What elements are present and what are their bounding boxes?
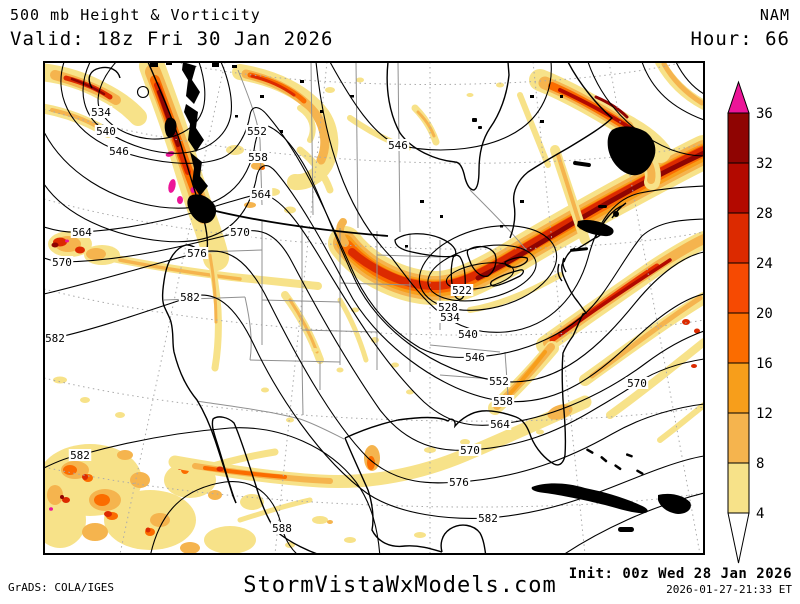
svg-text:570: 570 [52,256,72,269]
map-frame [43,61,705,555]
forecast-hour: Hour: 66 [690,28,790,50]
svg-text:528: 528 [438,301,458,314]
svg-text:540: 540 [96,125,116,138]
svg-text:36: 36 [756,106,773,122]
svg-text:570: 570 [230,226,250,239]
svg-text:12: 12 [756,406,773,422]
model-name: NAM [759,6,790,24]
svg-text:564: 564 [251,188,271,201]
colorbar-arrow-bottom [727,512,750,564]
colorbar-arrow-top [727,80,750,114]
height-contours [44,62,704,554]
svg-text:582: 582 [478,512,498,525]
map-content: 534 540 546 552 558 564 570 576 582 564 570 582 546 5… [44,62,704,554]
svg-text:16: 16 [756,356,773,372]
lakes-islands [150,62,691,532]
svg-text:522: 522 [452,284,472,297]
svg-text:28: 28 [756,206,773,222]
svg-text:570: 570 [627,377,647,390]
svg-text:24: 24 [756,256,773,272]
vorticity-shading [44,62,704,554]
svg-text:558: 558 [248,151,268,164]
svg-text:552: 552 [247,125,267,138]
svg-text:540: 540 [458,328,478,341]
svg-text:534: 534 [440,311,460,324]
svg-text:32: 32 [756,156,773,172]
generated-timestamp: 2026-01-27-21:33 ET [666,583,792,596]
svg-text:552: 552 [489,375,509,388]
init-time: Init: 00z Wed 28 Jan 2026 [568,566,792,582]
contour-labels: 534 540 546 552 558 564 570 576 582 564 570 582 546 5… [44,106,649,535]
vorticity-colorbar: 4 8 12 16 20 24 28 32 36 [727,80,773,564]
svg-text:576: 576 [187,247,207,260]
svg-text:570: 570 [460,444,480,457]
svg-text:8: 8 [756,456,764,472]
svg-text:576: 576 [449,476,469,489]
grads-credit: GrADS: COLA/IGES [8,581,114,594]
valid-time: Valid: 18z Fri 30 Jan 2026 [10,28,334,50]
svg-text:564: 564 [72,226,92,239]
svg-text:588: 588 [272,522,292,535]
svg-text:582: 582 [45,332,65,345]
svg-text:582: 582 [180,291,200,304]
svg-text:582: 582 [70,449,90,462]
site-watermark: StormVistaWxModels.com [243,573,557,598]
product-title: 500 mb Height & Vorticity [10,6,261,24]
svg-text:4: 4 [756,506,764,522]
svg-text:546: 546 [109,145,129,158]
svg-text:546: 546 [388,139,408,152]
svg-text:564: 564 [490,418,510,431]
svg-text:546: 546 [465,351,485,364]
svg-text:534: 534 [91,106,111,119]
svg-text:558: 558 [493,395,513,408]
svg-text:20: 20 [756,306,773,322]
